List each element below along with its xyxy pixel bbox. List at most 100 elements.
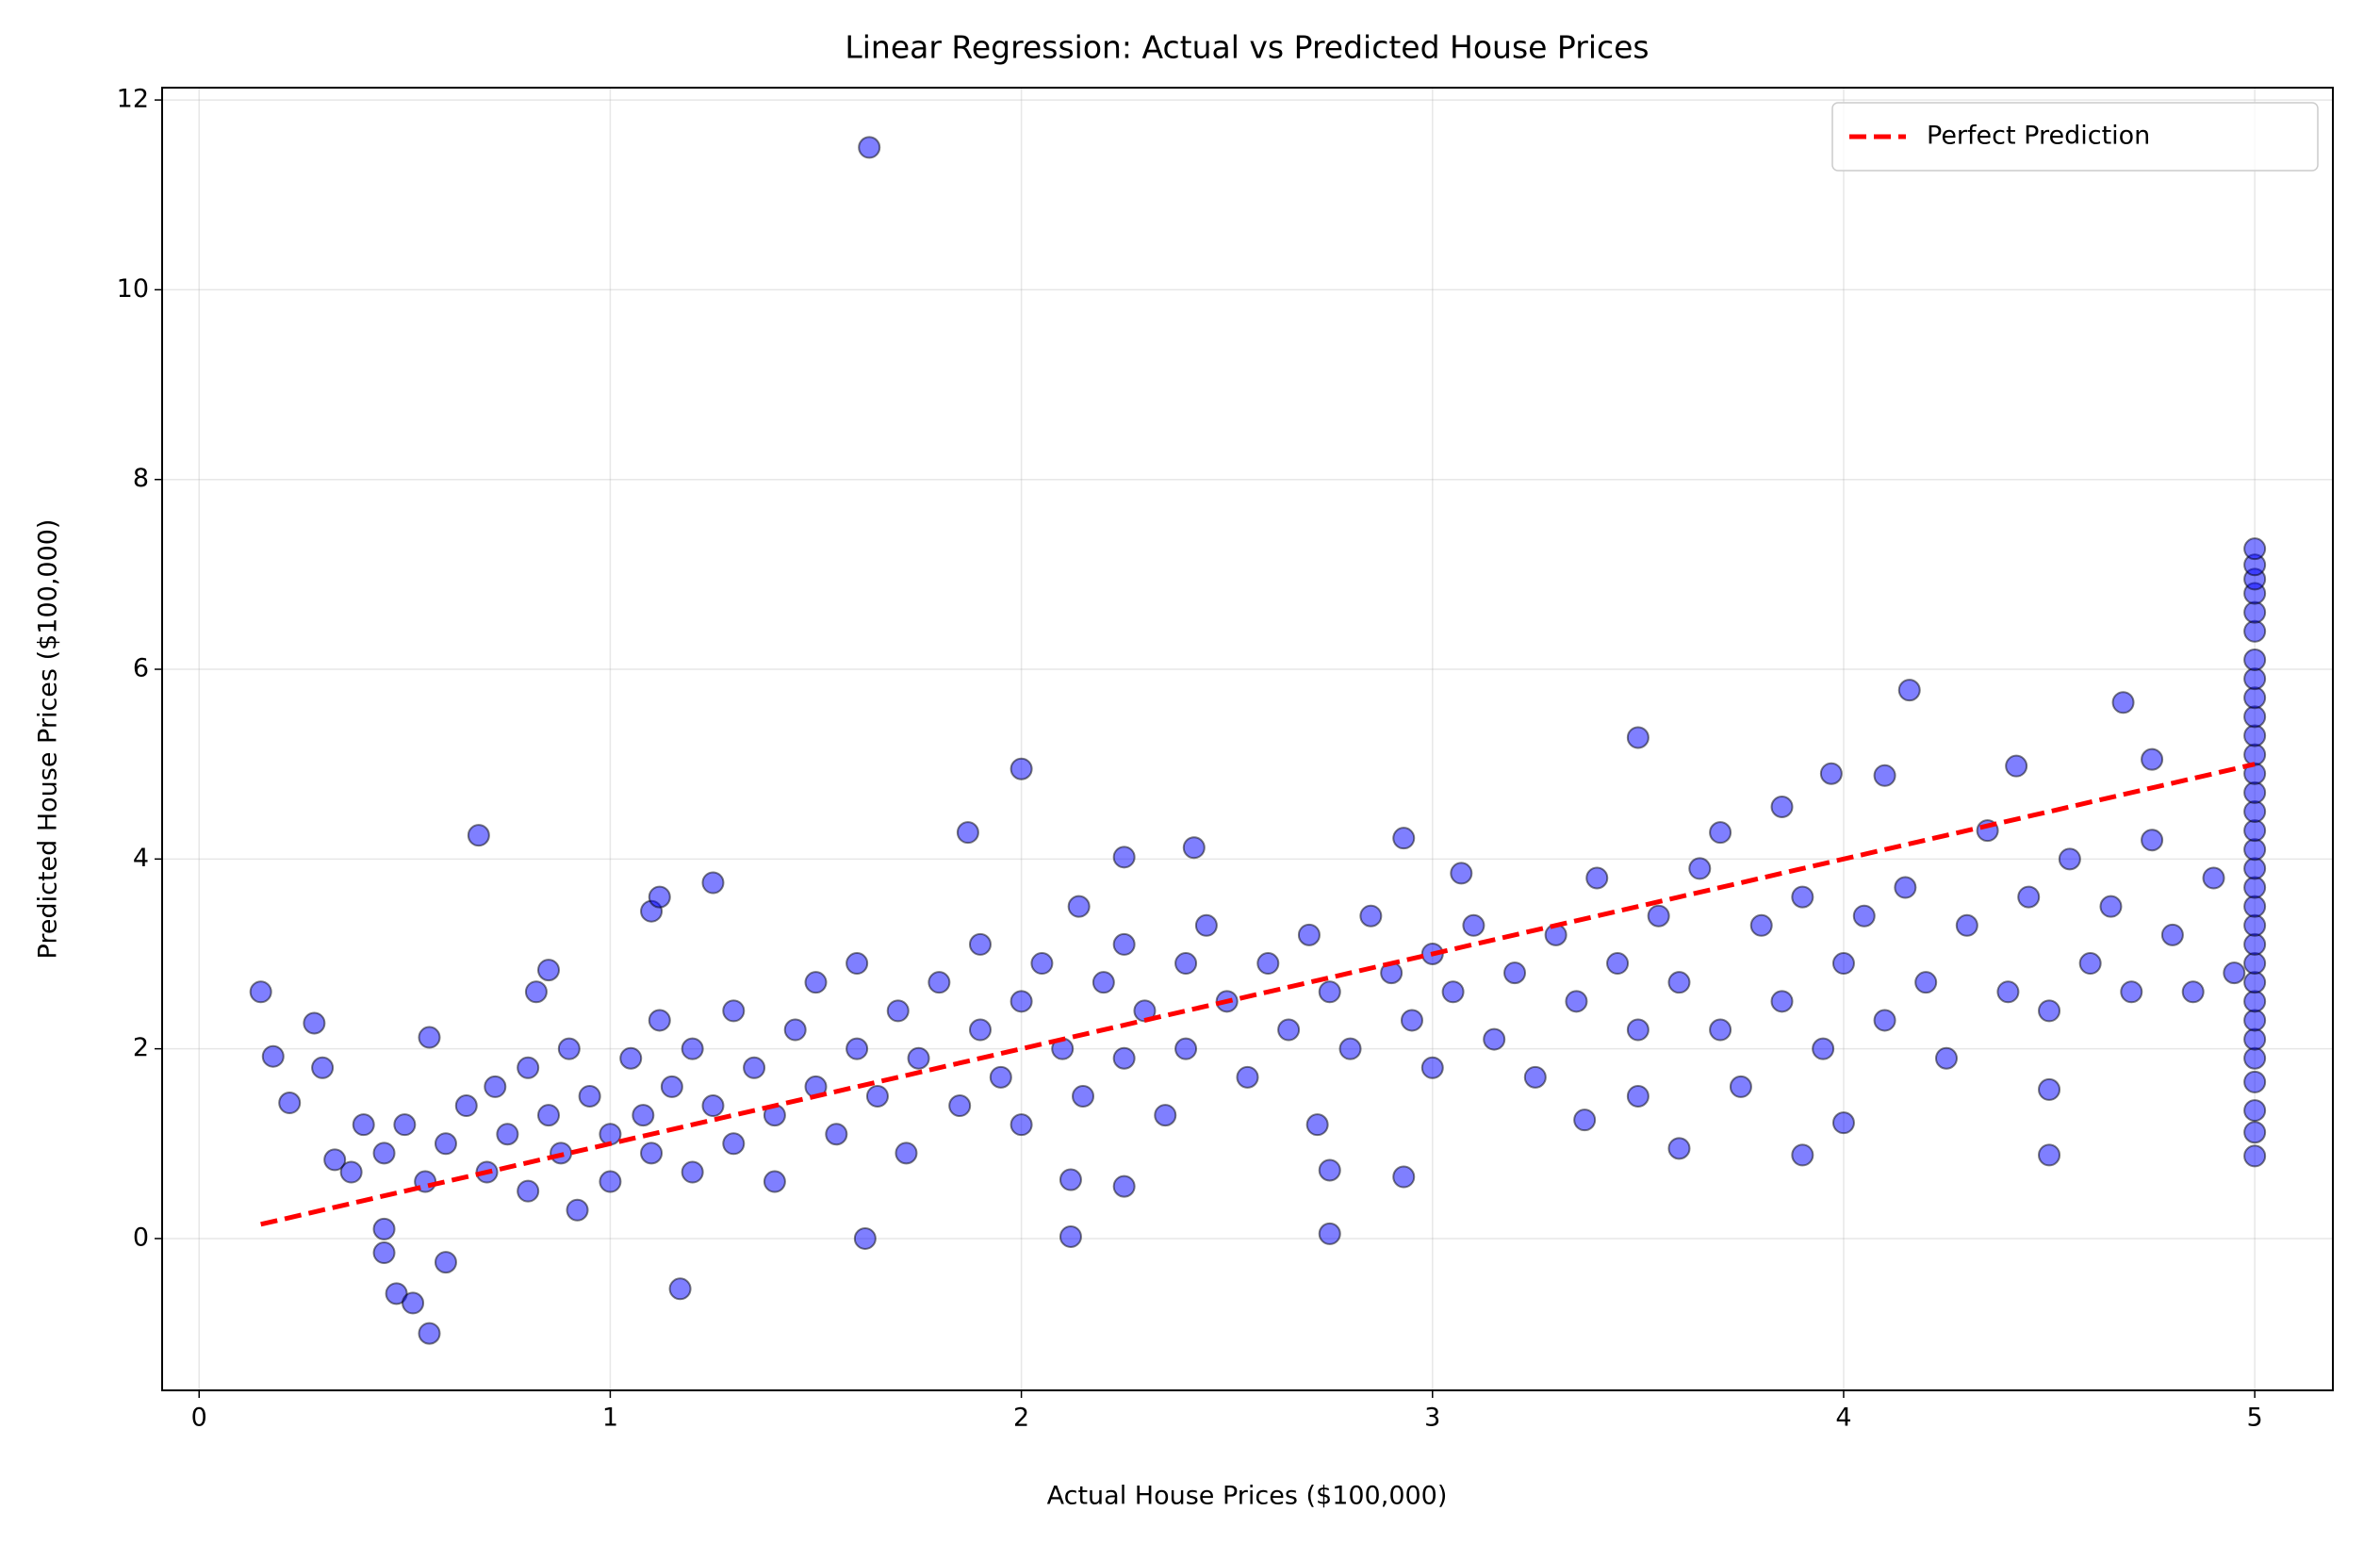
data-point [2017, 885, 2041, 909]
data-point [701, 871, 725, 895]
data-point [2099, 895, 2123, 918]
data-point [566, 1198, 589, 1222]
data-point [660, 1075, 683, 1098]
data-point [2141, 829, 2164, 852]
data-point [1154, 1104, 1177, 1127]
data-point [311, 1056, 335, 1079]
data-point [989, 1065, 1012, 1089]
data-point [2243, 705, 2267, 729]
data-point [1009, 757, 1033, 780]
data-point [418, 1322, 441, 1345]
data-point [1791, 1143, 1814, 1167]
data-point [2243, 876, 2267, 899]
data-point [632, 1104, 655, 1127]
data-point [722, 999, 746, 1023]
data-point [1831, 1111, 1855, 1135]
x-tick-label: 1 [602, 1404, 618, 1433]
data-point [2160, 923, 2184, 946]
y-tick-label: 2 [133, 1033, 149, 1062]
data-point [278, 1092, 302, 1115]
data-point [927, 971, 951, 994]
data-point [434, 1132, 457, 1156]
data-point [648, 885, 671, 909]
data-point [1318, 1222, 1341, 1245]
y-tick-label: 8 [133, 464, 149, 493]
data-point [2243, 780, 2267, 804]
data-point [1996, 980, 2020, 1004]
data-point [2243, 857, 2267, 880]
data-point [722, 1132, 746, 1156]
data-point [1565, 990, 1588, 1013]
legend-box [1831, 102, 2319, 172]
data-point [1819, 762, 1843, 785]
data-point [2202, 866, 2225, 890]
data-point [1483, 1027, 1506, 1051]
data-point [2078, 952, 2102, 976]
data-point [1897, 679, 1921, 702]
data-point [2243, 913, 2267, 937]
data-point [1770, 990, 1794, 1013]
data-point [886, 999, 910, 1023]
data-point [1112, 1046, 1136, 1070]
data-point [2038, 1143, 2061, 1167]
data-point [2243, 1046, 2267, 1070]
data-point [393, 1113, 417, 1137]
plot-frame [161, 87, 2334, 1391]
data-point [2243, 648, 2267, 671]
data-point [303, 1011, 326, 1035]
data-point [895, 1142, 918, 1165]
data-point [434, 1251, 457, 1274]
data-point [1450, 862, 1473, 885]
y-tick-label: 6 [133, 654, 149, 683]
data-point [968, 932, 992, 956]
data-point [1030, 952, 1054, 976]
data-point [1059, 1224, 1082, 1248]
data-point [2243, 895, 2267, 918]
data-point [467, 824, 490, 847]
data-point [454, 1094, 478, 1118]
data-point [1194, 913, 1218, 937]
data-point [2243, 971, 2267, 994]
data-point [825, 1123, 848, 1146]
x-axis-label: Actual House Prices ($100,000) [1047, 1482, 1448, 1511]
y-tick-label: 4 [133, 844, 149, 873]
data-point [1626, 726, 1650, 749]
data-point [1462, 913, 1485, 937]
data-point [1688, 857, 1712, 880]
data-point [2243, 1144, 2267, 1168]
data-point [1297, 923, 1321, 946]
data-point [1955, 913, 1978, 937]
data-point [1392, 827, 1416, 850]
x-tick-label: 4 [1835, 1404, 1851, 1433]
data-point [1256, 952, 1280, 976]
data-point [2243, 1121, 2267, 1144]
legend-label: Perfect Prediction [1927, 122, 2150, 151]
data-point [968, 1018, 992, 1042]
data-point [2243, 1070, 2267, 1093]
data-point [2243, 819, 2267, 843]
data-point [1092, 971, 1115, 994]
data-point [1667, 971, 1691, 994]
data-point [261, 1044, 285, 1068]
data-point [1934, 1046, 1958, 1070]
data-point [858, 136, 881, 159]
data-point [352, 1113, 375, 1137]
data-point [418, 1026, 441, 1049]
data-point [1873, 764, 1896, 787]
data-point [2243, 838, 2267, 862]
data-point [1667, 1137, 1691, 1160]
data-point [1359, 904, 1383, 928]
data-point [1894, 876, 1917, 899]
x-tick-label: 0 [191, 1404, 207, 1433]
data-point [1112, 846, 1136, 869]
data-point [484, 1075, 507, 1098]
data-point [2243, 990, 2267, 1013]
data-point [804, 971, 828, 994]
data-point [1112, 1174, 1136, 1198]
data-point [1420, 1056, 1444, 1079]
data-point [2120, 980, 2143, 1004]
data-point [339, 1160, 363, 1184]
data-point [2141, 747, 2164, 771]
data-point [1277, 1018, 1301, 1042]
